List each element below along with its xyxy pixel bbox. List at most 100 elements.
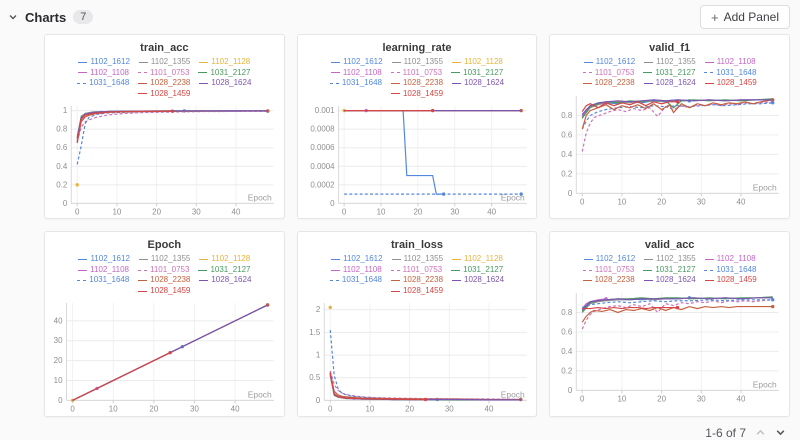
legend-run-label: 1028_2238 bbox=[402, 78, 444, 87]
legend-item[interactable]: 1102_1612 bbox=[78, 57, 130, 68]
legend-item[interactable]: 1028_2238 bbox=[582, 275, 635, 286]
legend-swatch bbox=[77, 280, 87, 282]
legend-item[interactable]: 1031_1648 bbox=[77, 275, 129, 286]
add-panel-button[interactable]: + Add Panel bbox=[700, 5, 790, 29]
legend-item[interactable]: 1101_0753 bbox=[582, 265, 634, 276]
svg-text:0: 0 bbox=[70, 405, 75, 414]
legend-item[interactable]: 1102_1612 bbox=[331, 254, 383, 265]
legend-run-label: 1031_2127 bbox=[463, 264, 504, 274]
chart-plot[interactable]: 0 0.0002 0.0004 0.0006 0.0008 0.001 0 10 20 30 40 E… bbox=[302, 100, 533, 217]
legend-item[interactable]: 1028_1624 bbox=[199, 78, 251, 89]
legend-item[interactable]: 1102_1128 bbox=[452, 57, 503, 68]
legend-run-label: 1102_1612 bbox=[90, 57, 130, 66]
legend-item[interactable]: 1028_1624 bbox=[643, 275, 696, 286]
legend-item[interactable]: 1102_1612 bbox=[78, 254, 130, 265]
legend-item[interactable]: 1102_1355 bbox=[138, 57, 190, 68]
legend-item[interactable]: 1102_1612 bbox=[583, 254, 635, 265]
page-down-button[interactable] bbox=[775, 427, 786, 438]
legend-run-label: 1031_1648 bbox=[341, 78, 382, 87]
chart-panel[interactable]: Epoch 1102_1612 1102_1355 1102_1128 1102_11… bbox=[44, 231, 285, 417]
legend-item[interactable]: 1101_0753 bbox=[390, 67, 443, 79]
legend-item[interactable]: 1102_1128 bbox=[199, 57, 250, 68]
legend-item[interactable]: 1031_2127 bbox=[451, 265, 503, 276]
legend-item[interactable]: 1102_1108 bbox=[78, 68, 129, 79]
legend-item[interactable]: 1028_2238 bbox=[582, 78, 635, 89]
svg-text:0: 0 bbox=[63, 199, 68, 208]
legend-swatch bbox=[582, 280, 592, 282]
legend-run-label: 1102_1128 bbox=[211, 57, 251, 66]
legend-run-label: 1102_1355 bbox=[150, 254, 191, 264]
legend-item[interactable]: 1102_1128 bbox=[199, 254, 250, 265]
legend-item[interactable]: 1102_1108 bbox=[704, 254, 756, 265]
legend-item[interactable]: 1031_2127 bbox=[643, 265, 695, 276]
chart-legend: 1102_1612 1102_1355 1102_1128 1102_1108 1101… bbox=[302, 57, 533, 99]
chart-plot[interactable]: 0 0.2 0.4 0.6 0.8 0 10 20 30 40 Epoch bbox=[554, 90, 785, 207]
legend-item[interactable]: 1102_1355 bbox=[644, 57, 696, 68]
legend-run-label: 1028_1624 bbox=[211, 78, 252, 87]
legend-item[interactable]: 1028_1459 bbox=[138, 89, 190, 100]
page-up-button[interactable] bbox=[755, 427, 766, 438]
legend-item[interactable]: 1102_1108 bbox=[78, 265, 129, 276]
legend-item[interactable]: 1102_1108 bbox=[330, 265, 382, 276]
legend-item[interactable]: 1031_2127 bbox=[643, 68, 695, 79]
section-collapse-button[interactable] bbox=[8, 12, 18, 22]
legend-item[interactable]: 1031_1648 bbox=[329, 275, 382, 286]
chart-panel[interactable]: learning_rate 1102_1612 1102_1355 1102_112… bbox=[296, 34, 538, 220]
legend-run-label: 1028_1459 bbox=[150, 285, 191, 295]
legend-item[interactable]: 1031_1648 bbox=[704, 265, 756, 276]
legend-item[interactable]: 1102_1128 bbox=[452, 254, 503, 265]
legend-item[interactable]: 1102_1612 bbox=[583, 57, 635, 68]
chart-panel[interactable]: train_acc 1102_1612 1102_1355 1102_1128 110… bbox=[44, 34, 285, 220]
svg-text:1.5: 1.5 bbox=[309, 328, 321, 337]
chart-panel[interactable]: train_loss 1102_1612 1102_1355 1102_1128 11… bbox=[296, 231, 538, 417]
svg-text:0: 0 bbox=[330, 199, 335, 208]
legend-swatch bbox=[199, 280, 209, 282]
legend-item[interactable]: 1101_0753 bbox=[390, 265, 442, 276]
chart-plot[interactable]: 0 10 20 30 40 0 10 20 30 40 Epoch bbox=[49, 297, 280, 414]
legend-swatch bbox=[704, 269, 714, 271]
legend-swatch bbox=[198, 269, 208, 271]
legend-item[interactable]: 1031_1648 bbox=[77, 78, 129, 89]
legend-item[interactable]: 1102_1355 bbox=[391, 57, 443, 68]
legend-swatch bbox=[199, 82, 209, 84]
legend-item[interactable]: 1031_2127 bbox=[198, 68, 251, 79]
legend-item[interactable]: 1028_2238 bbox=[390, 78, 444, 89]
legend-run-label: 1028_2238 bbox=[594, 275, 635, 285]
legend-item[interactable]: 1102_1108 bbox=[330, 68, 382, 79]
legend-item[interactable]: 1028_1459 bbox=[390, 89, 443, 100]
legend-item[interactable]: 1101_0753 bbox=[582, 68, 634, 79]
legend-item[interactable]: 1028_1624 bbox=[452, 78, 504, 89]
legend-item[interactable]: 1101_0753 bbox=[138, 68, 189, 79]
legend-item[interactable]: 1102_1612 bbox=[331, 57, 383, 68]
legend-item[interactable]: 1031_2127 bbox=[198, 265, 251, 276]
legend-item[interactable]: 1102_1355 bbox=[138, 254, 191, 265]
legend-item[interactable]: 1028_2238 bbox=[390, 275, 443, 286]
legend-swatch bbox=[138, 280, 148, 282]
legend-item[interactable]: 1028_2238 bbox=[138, 275, 190, 286]
legend-item[interactable]: 1031_2127 bbox=[451, 68, 503, 79]
legend-run-label: 1101_0753 bbox=[402, 67, 443, 77]
legend-item[interactable]: 1028_1459 bbox=[704, 78, 757, 89]
legend-item[interactable]: 1028_1459 bbox=[704, 275, 757, 286]
legend-item[interactable]: 1028_1624 bbox=[643, 78, 696, 89]
legend-item[interactable]: 1031_1648 bbox=[704, 68, 756, 79]
legend-run-label: 1102_1355 bbox=[403, 254, 444, 264]
chart-panel[interactable]: valid_f1 1102_1612 1102_1355 1102_1108 1101… bbox=[549, 34, 790, 220]
legend-item[interactable]: 1028_1624 bbox=[199, 275, 251, 286]
legend-item[interactable]: 1101_0753 bbox=[138, 265, 189, 276]
legend-item[interactable]: 1028_2238 bbox=[138, 78, 190, 89]
legend-item[interactable]: 1028_1459 bbox=[138, 286, 190, 297]
legend-item[interactable]: 1028_1459 bbox=[390, 286, 443, 297]
legend-item[interactable]: 1102_1355 bbox=[391, 254, 444, 265]
legend-item[interactable]: 1102_1355 bbox=[644, 254, 696, 265]
svg-text:0.6: 0.6 bbox=[562, 327, 574, 336]
chart-panel[interactable]: valid_acc 1102_1612 1102_1355 1102_1108 110… bbox=[549, 231, 790, 417]
legend-item[interactable]: 1031_1648 bbox=[329, 78, 382, 89]
legend-item[interactable]: 1028_1624 bbox=[452, 275, 504, 286]
chart-plot[interactable]: 0 0.2 0.4 0.6 0.8 0 10 20 30 40 Epoch bbox=[554, 287, 785, 404]
legend-item[interactable]: 1102_1108 bbox=[704, 57, 756, 68]
svg-text:0.6: 0.6 bbox=[56, 143, 68, 152]
svg-text:Epoch: Epoch bbox=[753, 379, 777, 389]
